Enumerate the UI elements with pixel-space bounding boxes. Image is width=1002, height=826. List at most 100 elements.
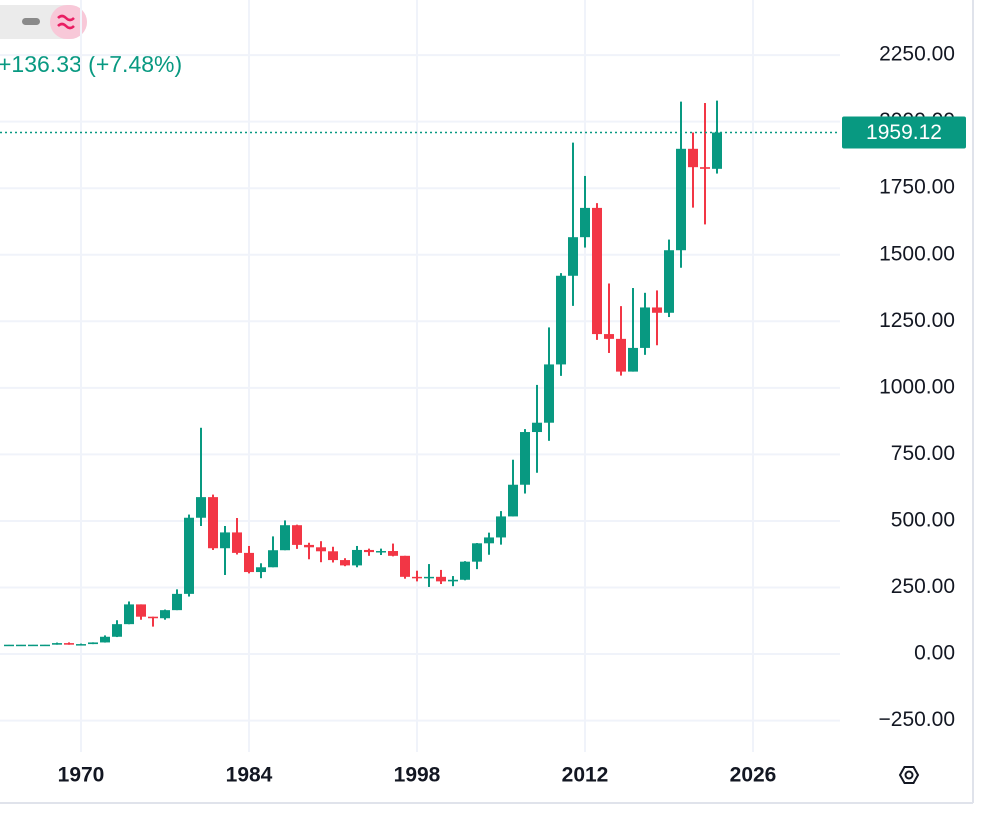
candle [568,142,578,306]
candle-body [508,484,518,517]
candle-body [136,604,146,617]
y-tick-label: −250.00 [879,708,956,731]
candle-body [436,576,446,582]
candle-body [400,555,410,577]
candle-body [352,549,362,566]
last-price-tag [842,116,966,149]
y-tick-label: 250.00 [891,575,955,598]
candle-body [676,148,686,251]
candle-body [64,643,74,645]
candle-body [652,307,662,313]
candle [412,570,422,582]
candle [640,292,650,355]
candle [316,541,326,563]
candle [520,429,530,494]
candle [352,545,362,568]
candle-body [532,422,542,433]
candle [376,548,386,556]
y-tick-label: 500.00 [891,508,955,531]
candle-body [472,543,482,562]
candle-body [520,432,530,485]
candle [448,576,458,587]
candle-body [52,643,62,645]
candle-body [76,644,86,646]
candle [712,100,722,174]
x-tick-label: 1970 [58,764,105,787]
toolbar-pill[interactable] [0,5,87,39]
candle [400,555,410,579]
candle-body [88,642,98,645]
candle-body [172,593,182,611]
candle-body [568,237,578,276]
candle [592,203,602,340]
candle [472,543,482,570]
last-price-label: 1959.12 [866,121,942,144]
candle [508,459,518,517]
candle-body [196,497,206,518]
candle-body [268,550,278,568]
candle [184,514,194,597]
candle-body [28,644,38,647]
y-tick-label: 750.00 [891,442,955,465]
candle [16,644,26,647]
candle [244,545,254,574]
candle-body [220,532,230,549]
candle [76,643,86,646]
candle [64,642,74,645]
candle-body [484,537,494,544]
candle-body [580,207,590,238]
candle-body [712,132,722,169]
x-tick-label: 1998 [394,764,441,787]
candle-body [460,561,470,580]
candle-body [640,307,650,348]
candle-body [340,560,350,566]
candle [160,609,170,620]
candle-body [112,624,122,637]
candle [340,558,350,567]
candle [496,511,506,545]
candle-body [448,579,458,582]
candle [604,283,614,353]
candle-body [376,551,386,553]
candle [124,601,134,625]
candle [460,561,470,581]
candle [616,306,626,376]
candle-body [160,610,170,619]
y-tick-label: 1500.00 [879,242,955,265]
candle [4,644,14,647]
candle [280,520,290,551]
candle [148,616,158,627]
candle-body [412,576,422,579]
candle [52,642,62,645]
candle-body [208,497,218,549]
y-tick-label: 0.00 [914,642,955,665]
candle-body [496,516,506,538]
candle [268,536,278,568]
candle [256,563,266,579]
candle [292,524,302,549]
candle [172,589,182,611]
x-tick-label: 2012 [562,764,609,787]
candle-body [688,148,698,168]
candle [652,290,662,346]
candle-body [280,525,290,551]
candle-body [148,616,158,619]
dash-icon [22,18,40,25]
settings-icon[interactable] [898,766,920,784]
candle-body [304,544,314,548]
candle [532,384,542,473]
candle [136,604,146,620]
y-tick-label: 1250.00 [879,309,955,332]
candle-body [328,551,338,561]
candle [556,273,566,376]
x-tick-label: 1984 [226,764,273,787]
candle [100,635,110,643]
candle-body [604,334,614,339]
candle [220,526,230,575]
candle [664,239,674,318]
candle [436,569,446,585]
hexagon [898,766,920,784]
candle [40,644,50,647]
